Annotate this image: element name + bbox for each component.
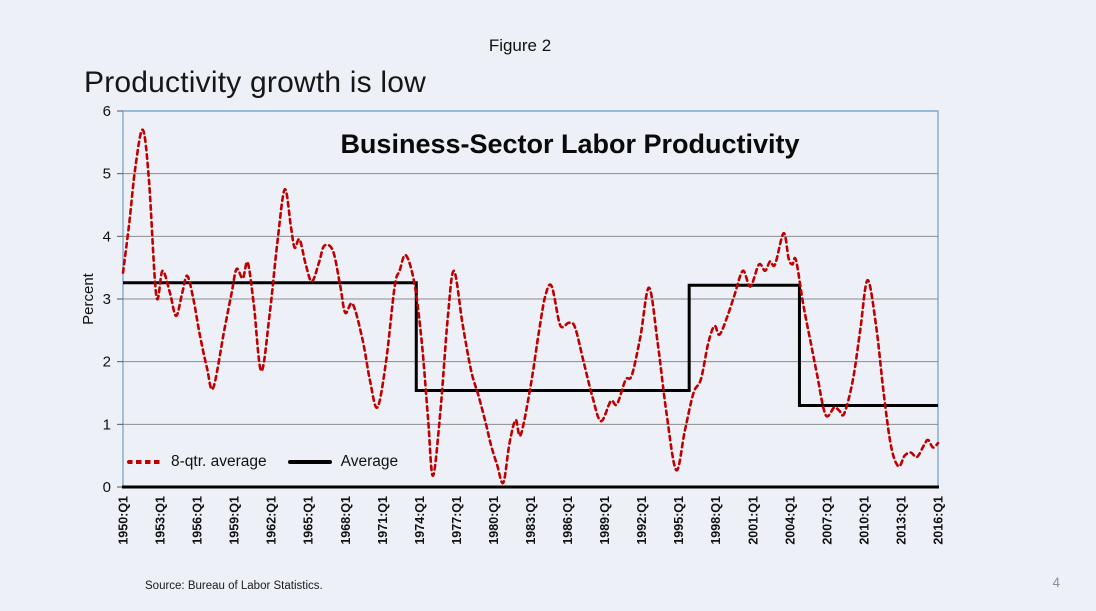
- eight-qtr-average-line: [121, 128, 940, 485]
- legend-solid-line-icon: [287, 459, 332, 465]
- y-axis-tick-label: 6: [103, 103, 111, 120]
- x-axis-tick-label: 1980:Q1: [487, 496, 501, 545]
- y-axis-title: Percent: [80, 272, 97, 325]
- x-axis-tick-label: 1977:Q1: [450, 496, 464, 545]
- chart-legend: 8-qtr. average Average: [127, 453, 398, 471]
- x-axis-tick-label: 1965:Q1: [302, 496, 316, 545]
- y-axis-tick-label: 4: [103, 228, 111, 245]
- x-axis-tick-label: 2010:Q1: [857, 496, 871, 545]
- source-note: Source: Bureau of Labor Statistics.: [145, 580, 323, 592]
- page-number: 4: [1052, 575, 1060, 590]
- slide-heading: Productivity growth is low: [84, 66, 426, 99]
- x-axis-tick-label: 1983:Q1: [524, 496, 538, 545]
- y-axis-tick-label: 5: [103, 166, 111, 183]
- x-axis-tick-label: 1959:Q1: [228, 496, 242, 545]
- x-axis-tick-label: 1953:Q1: [154, 496, 168, 545]
- legend-label-average: Average: [340, 453, 399, 470]
- legend-label-8qtr: 8-qtr. average: [171, 453, 267, 470]
- x-axis-tick-label: 2004:Q1: [783, 496, 797, 545]
- x-axis-tick-label: 1995:Q1: [672, 496, 686, 545]
- x-axis-tick-label: 1956:Q1: [191, 496, 205, 545]
- y-axis-tick-label: 0: [103, 479, 111, 496]
- y-axis-tick-label: 2: [103, 354, 111, 371]
- x-axis-tick-label: 1971:Q1: [376, 496, 390, 545]
- y-axis-tick-label: 1: [103, 416, 111, 433]
- x-axis-tick-label: 2013:Q1: [894, 496, 908, 545]
- x-axis-tick-label: 1974:Q1: [413, 496, 427, 545]
- x-axis-tick-label: 1998:Q1: [709, 496, 723, 545]
- x-axis-tick-label: 1950:Q1: [117, 496, 131, 545]
- x-axis-tick-label: 2016:Q1: [932, 496, 946, 545]
- x-axis-tick-label: 1962:Q1: [265, 496, 279, 545]
- chart-title: Business-Sector Labor Productivity: [340, 129, 800, 159]
- x-axis-tick-label: 1986:Q1: [561, 496, 575, 545]
- x-axis-tick-label: 2001:Q1: [746, 496, 760, 545]
- legend-dashed-line-icon: [127, 460, 162, 464]
- x-axis-tick-label: 2007:Q1: [820, 496, 834, 545]
- x-axis-tick-label: 1992:Q1: [635, 496, 649, 545]
- y-axis-tick-label: 3: [103, 291, 111, 308]
- figure-label: Figure 2: [488, 36, 552, 55]
- x-axis-tick-label: 1968:Q1: [339, 496, 353, 545]
- x-axis-tick-label: 1989:Q1: [598, 496, 612, 545]
